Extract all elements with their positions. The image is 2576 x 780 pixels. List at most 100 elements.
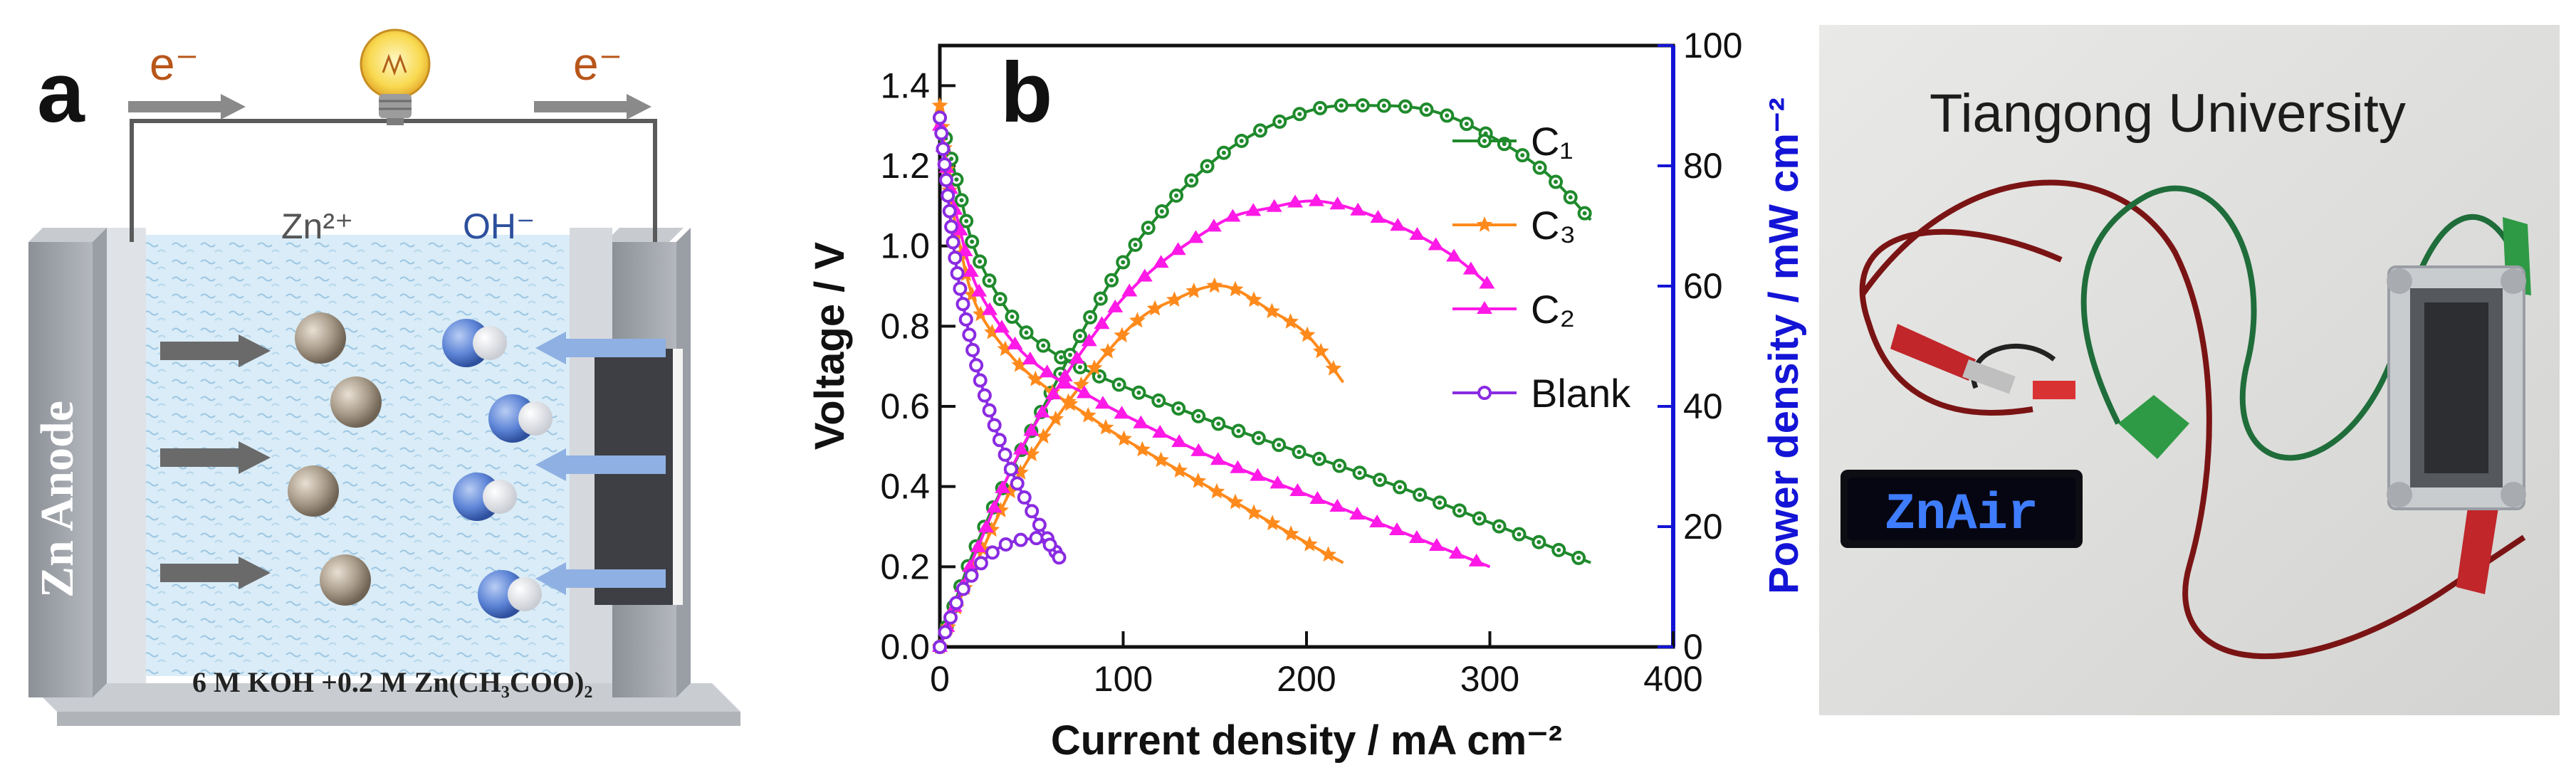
c3-power-point [1299,326,1316,342]
c1-power-point-core [1339,103,1344,108]
c1-power-point-core [1318,105,1323,110]
c1-power-point-core [1582,211,1587,216]
c2-power-point [1170,242,1186,255]
legend-label: C₂ [1531,287,1575,332]
c2-voltage-point [952,222,968,236]
c2-power-point [1153,255,1169,268]
c2-power-point [1446,248,1462,262]
c3-voltage-point [1227,493,1244,510]
c1-voltage-point-core [1136,390,1141,395]
c3-voltage-point [1208,483,1225,499]
blank-voltage-point [936,142,951,157]
c3-voltage-point [1171,462,1188,478]
red-wire [1859,179,2526,660]
legend-item-blank: Blank [1452,371,1631,416]
c3-voltage-point [1116,430,1132,446]
left-arrow-icon [535,332,666,364]
c2-power-point [1308,193,1324,206]
blank-voltage-point [1017,490,1032,505]
electron-arrow-right-icon [534,94,651,120]
right-arrow-icon [160,334,271,367]
c2-power-point [1329,196,1346,210]
c2-voltage-point [1152,425,1168,438]
c1-voltage-point-core [1438,500,1443,505]
c2-voltage-point [957,243,973,256]
c2-power-point [1428,237,1444,251]
c1-power-point-core [1159,209,1164,214]
blank-voltage-point [934,126,949,141]
blank-voltage-point [987,418,1002,433]
c2-voltage-point [1230,460,1246,473]
blank-power-point [933,640,947,654]
zn-ion [288,465,339,517]
c1-power-point-core [1445,113,1450,118]
c1-power-point-core [1360,103,1365,108]
c2-voltage-point [1309,490,1326,504]
external-wire [130,119,657,242]
c2-power-point [1287,194,1304,208]
c3-voltage-point [1190,473,1207,488]
c1-voltage-point-core [1010,315,1015,320]
c3-power-point [1035,428,1052,444]
c2-power-point [1107,299,1124,312]
x-axis-label: Current density / mA cm⁻² [1051,717,1562,764]
legend-label: C₁ [1531,119,1573,164]
blank-power-point [943,610,958,625]
c1-voltage-point-core [1556,547,1561,552]
c2-voltage-point [1428,537,1445,551]
series-c1-voltage [933,110,1591,565]
y2-tick-label: 80 [1683,146,1723,186]
y2-tick-label: 20 [1683,507,1723,547]
c1-power-point-core [1121,260,1126,265]
c1-voltage-point-core [1277,443,1282,448]
blank-voltage-point [1032,517,1047,532]
electron-label-right: e⁻ [573,38,622,90]
c2-voltage-point [971,283,988,297]
c2-power-point [1069,350,1085,364]
c3-voltage-point [1079,406,1096,423]
c2-power-point [1479,275,1495,289]
polarization-chart: 0 100 200 300 400 0.0 0.2 0.4 0.6 0.8 1.0 1.2 1.4 0 20… [807,26,1807,764]
blank-power-point [1013,532,1028,547]
y-tick-label: 0.4 [880,467,930,507]
c1-voltage-point-core [1536,539,1541,544]
y-tick-label: 0.0 [880,627,930,667]
c1-voltage-point-core [1357,470,1362,475]
c3-power-point [1282,313,1299,329]
c3-power-point [1129,312,1146,328]
x-tick-label: 400 [1643,659,1702,699]
electron-label-left: e⁻ [150,38,199,90]
photo-caption: Tiangong University [1930,83,2406,144]
c3-power-point [1264,302,1280,319]
c3-voltage-point [1282,525,1299,541]
blank-power-point [938,625,953,640]
c1-voltage-line [938,117,1591,564]
c1-voltage-point-core [1096,374,1101,379]
c2-voltage-point [1269,475,1286,489]
legend-marker-core [1482,139,1487,143]
series-c3-voltage [931,97,1344,564]
c3-voltage-point [984,323,1000,339]
c1-voltage-point-core [978,259,983,264]
c1-power-point-core [1464,121,1469,126]
c3-power-point [993,502,1009,517]
c3-power-point [1086,359,1103,375]
c1-power-point-core [1381,103,1386,108]
c2-voltage-point [1171,434,1188,448]
c2-power-point [1390,218,1406,231]
y-tick-label: 0.2 [880,547,930,586]
blank-voltage-point [953,281,968,296]
c2-voltage-point [1329,498,1346,512]
y2-tick-label: 100 [1683,26,1742,65]
y2-tick-label: 60 [1683,266,1723,306]
c1-voltage-point-core [1576,555,1581,560]
legend-item-c2: C₂ [1452,287,1575,332]
c1-voltage-point-core [1024,330,1029,335]
red-clip [1890,324,2016,394]
series-blank-voltage [933,110,1064,564]
c1-power-point-core [1109,278,1114,283]
c3-power-point [1047,410,1064,426]
c3-power-point [1166,291,1183,307]
c2-voltage-point [993,320,1010,333]
c2-power-point [1045,386,1062,400]
